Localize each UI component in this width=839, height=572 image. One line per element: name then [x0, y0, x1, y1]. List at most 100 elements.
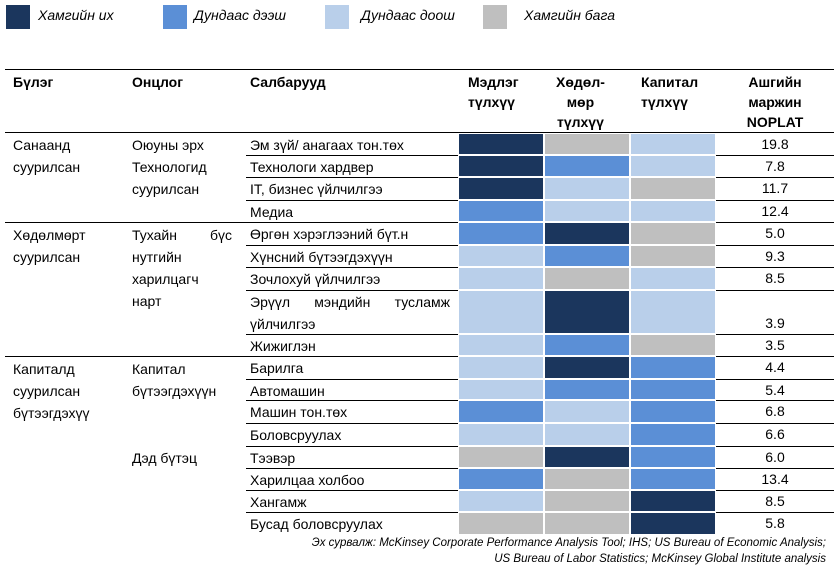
cell-capital: [630, 200, 716, 222]
cell-labor: [544, 133, 630, 155]
cell-capital: [630, 490, 716, 512]
cell-knowledge: [458, 133, 544, 155]
header-labor-line1: Хөдөл-: [556, 74, 605, 90]
header-capital: Капитал түлхүү: [641, 72, 698, 112]
group-capital-line1: Капиталд: [13, 361, 75, 377]
margin-value: 13.4: [761, 471, 789, 487]
legend-swatch-upper-middle: [163, 5, 187, 29]
legend-label-lowest: Хамгийн бага: [524, 7, 615, 23]
cell-knowledge: [458, 334, 544, 356]
feature-ip-line1: Оюуны эрх: [132, 137, 204, 153]
cell-knowledge: [458, 245, 544, 267]
group-capital-line2: суурилсан: [13, 383, 81, 399]
cell-knowledge: [458, 423, 544, 446]
header-feature: Онцлог: [132, 74, 184, 90]
cell-labor: [544, 400, 630, 423]
header-labor-line2: мөр: [566, 94, 595, 110]
margin-value: 3.5: [765, 337, 785, 353]
margin-value: 9.3: [765, 248, 785, 264]
cell-capital: [630, 222, 716, 245]
group-rule-2: [5, 222, 834, 223]
source-line-2: US Bureau of Labor Statistics; McKinsey …: [494, 553, 826, 565]
group-capital-line3: бүтээгдэхүү: [13, 405, 90, 421]
margin-value: 6.6: [765, 426, 785, 442]
group-label-labor: Хөдөлмөрт суурилсан: [13, 224, 86, 268]
sector-label: Барилга: [250, 360, 304, 376]
feature-local-line3: харилцагч: [132, 271, 199, 287]
cell-labor: [544, 446, 630, 468]
header-capital-line2: түлхүү: [641, 94, 688, 110]
sector-label: Машин тон.төх: [250, 404, 348, 420]
cell-labor: [544, 512, 630, 535]
legend-swatch-lower-middle: [325, 5, 349, 29]
cell-capital: [630, 512, 716, 535]
group-label-idea: Санаанд суурилсан: [13, 134, 80, 178]
header-knowledge-line1: Мэдлэг: [468, 74, 519, 90]
margin-value: 4.4: [765, 359, 785, 375]
header-group: Бүлэг: [13, 74, 54, 90]
cell-knowledge: [458, 446, 544, 468]
cell-labor: [544, 245, 630, 267]
group-rule-3: [5, 356, 834, 357]
cell-labor: [544, 155, 630, 177]
header-margin-line3: NOPLAT: [746, 114, 804, 130]
cell-labor: [544, 468, 630, 490]
cell-knowledge: [458, 468, 544, 490]
cell-knowledge: [458, 400, 544, 423]
cell-knowledge: [458, 512, 544, 535]
cell-capital: [630, 446, 716, 468]
cell-capital: [630, 290, 716, 334]
margin-value: 19.8: [761, 136, 789, 152]
feature-local-line4: нарт: [132, 293, 162, 309]
sector-label: Тээвэр: [250, 450, 296, 466]
sector-label: Боловсруулах: [250, 427, 342, 443]
cell-knowledge: [458, 155, 544, 177]
margin-value: 7.8: [765, 158, 785, 174]
cell-labor: [544, 379, 630, 400]
cell-knowledge: [458, 200, 544, 222]
feature-label-infrastructure: Дэд бүтэц: [132, 447, 197, 469]
cell-knowledge: [458, 356, 544, 379]
header-margin-line2: маржин: [748, 94, 802, 110]
sector-label: Эм зүй/ анагаах тон.төх: [250, 137, 404, 153]
cell-knowledge: [458, 290, 544, 334]
cell-knowledge: [458, 222, 544, 245]
cell-labor: [544, 222, 630, 245]
cell-labor: [544, 356, 630, 379]
header-sector: Салбарууд: [250, 74, 326, 90]
header-margin: Ашгийн маржин NOPLAT: [718, 72, 832, 132]
cell-knowledge: [458, 490, 544, 512]
sector-label: Эрүүл мэндийн тусламж үйлчилгээ: [250, 291, 450, 335]
margin-value: 8.5: [765, 493, 785, 509]
margin-value: 6.8: [765, 403, 785, 419]
sector-label: Өргөн хэрэглээний бүт.н: [250, 226, 409, 242]
cell-capital: [630, 400, 716, 423]
sector-label: Харилцаа холбоо: [250, 472, 365, 488]
source-line-1: Эх сурвалж: McKinsey Corporate Performan…: [311, 537, 826, 549]
sector-label: Хангамж: [250, 494, 307, 510]
cell-knowledge: [458, 267, 544, 290]
cell-capital: [630, 133, 716, 155]
group-labor-line2: суурилсан: [13, 249, 81, 265]
margin-value: 8.5: [765, 270, 785, 286]
cell-labor: [544, 267, 630, 290]
cell-capital: [630, 379, 716, 400]
header-capital-line1: Капитал: [641, 74, 699, 90]
header-knowledge-line2: түлхүү: [468, 94, 515, 110]
margin-value: 6.0: [765, 449, 785, 465]
sector-label: Бусад боловсруулах: [250, 516, 383, 532]
header-labor: Хөдөл- мөр түлхүү: [556, 72, 605, 132]
legend-label-upper-middle: Дундаас дээш: [194, 7, 287, 23]
cell-capital: [630, 356, 716, 379]
margin-value: 5.8: [765, 515, 785, 531]
sector-label: Автомашин: [250, 383, 325, 399]
sector-label: Жижиглэн: [250, 338, 316, 354]
sector-label: Технологи хардвер: [250, 159, 374, 175]
group-idea-line1: Санаанд: [13, 137, 71, 153]
cell-labor: [544, 490, 630, 512]
sector-label-line: Эрүүл мэндийн тусламж: [250, 294, 450, 310]
cell-labor: [544, 290, 630, 334]
margin-value: 11.7: [761, 180, 789, 196]
feature-label-ip: Оюуны эрх Технологид суурилсан: [132, 134, 207, 200]
sector-label: Хүнсний бүтээгдэхүүн: [250, 249, 393, 265]
